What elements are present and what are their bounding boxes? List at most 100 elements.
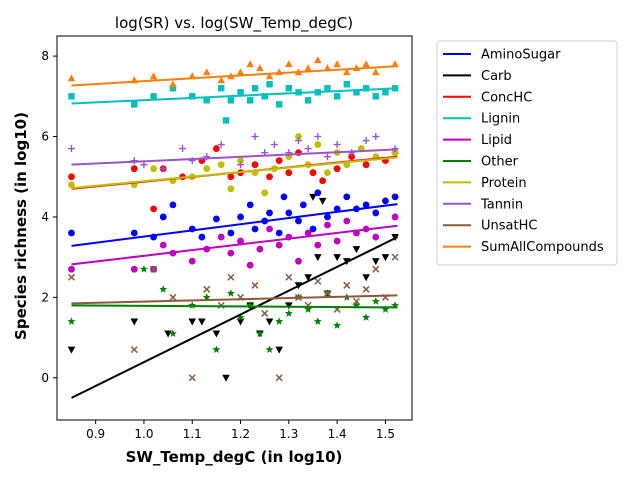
point-aminosugar-6: [198, 233, 206, 241]
point-aminosugar-25: [362, 201, 370, 209]
point-lignin-2: [150, 93, 157, 100]
point-other-13: [284, 309, 293, 317]
point-sumallcompounds-19: [342, 68, 351, 76]
fit-line-unsathc: [71, 294, 398, 305]
fit-line-tannin: [71, 148, 398, 166]
point-protein-13: [295, 133, 302, 140]
point-aminosugar-11: [251, 225, 259, 233]
point-unsathc-4: [188, 374, 196, 382]
point-carb-25: [318, 197, 327, 205]
point-aminosugar-1: [130, 229, 138, 237]
x-tick-label-0: 0.9: [86, 427, 105, 441]
point-protein-16: [324, 169, 331, 177]
point-carb-17: [333, 254, 341, 262]
point-lignin-24: [382, 89, 389, 96]
point-other-2: [159, 285, 168, 293]
point-aminosugar-9: [237, 213, 244, 221]
point-unsathc-15: [314, 277, 322, 285]
x-axis-label: SW_Temp_degC (in log10): [126, 448, 343, 466]
y-tick-label-2: 4: [41, 210, 49, 224]
point-lignin-1: [131, 101, 138, 108]
point-other-24: [391, 301, 400, 309]
point-tannin-3: [159, 165, 167, 173]
point-aminosugar-28: [391, 193, 399, 201]
point-sumallcompounds-22: [371, 68, 380, 76]
point-lignin-22: [362, 85, 370, 92]
point-aminosugar-16: [285, 209, 293, 217]
point-unsathc-16: [323, 289, 332, 297]
point-lignin-16: [304, 97, 312, 104]
point-carb-5: [212, 330, 221, 338]
point-aminosugar-7: [212, 215, 220, 223]
point-lipid-24: [391, 213, 399, 221]
point-other-7: [226, 289, 235, 297]
point-tannin-15: [314, 133, 322, 141]
point-lipid-19: [333, 237, 341, 245]
point-protein-15: [314, 141, 322, 148]
fit-line-lignin: [71, 87, 398, 105]
legend-label-protein: Protein: [481, 176, 527, 191]
point-aminosugar-0: [68, 229, 75, 237]
y-tick-label-1: 2: [41, 290, 49, 304]
legend-label-lignin: Lignin: [481, 112, 520, 127]
point-sumallcompounds-8: [236, 68, 245, 76]
y-tick-label-0: 0: [41, 371, 49, 385]
point-unsathc-18: [343, 281, 351, 289]
point-unsathc-21: [372, 265, 380, 273]
point-protein-0: [68, 181, 75, 189]
point-other-23: [381, 305, 390, 313]
point-unsathc-2: [150, 265, 158, 273]
point-protein-21: [391, 149, 399, 157]
point-lignin-5: [203, 97, 210, 104]
point-carb-11: [275, 346, 283, 354]
point-tannin-7: [217, 141, 225, 149]
point-conchc-1: [130, 165, 138, 173]
point-other-12: [275, 317, 284, 325]
point-protein-5: [203, 165, 211, 173]
fit-line-carb: [71, 236, 398, 399]
point-aminosugar-17: [295, 217, 302, 225]
legend-label-lipid: Lipid: [481, 133, 512, 148]
point-aminosugar-26: [372, 209, 380, 217]
point-sumallcompounds-15: [304, 64, 312, 72]
point-conchc-14: [309, 169, 317, 177]
point-lipid-15: [295, 257, 302, 265]
point-conchc-12: [285, 169, 293, 177]
point-lignin-23: [372, 93, 379, 100]
point-lipid-1: [130, 265, 138, 273]
point-lipid-18: [324, 221, 331, 229]
point-lignin-26: [222, 117, 230, 124]
point-lipid-20: [343, 217, 351, 225]
point-aminosugar-10: [246, 201, 254, 209]
point-other-15: [304, 305, 313, 313]
point-protein-7: [227, 185, 235, 193]
legend-label-other: Other: [481, 155, 519, 170]
axes-frame: [56, 35, 413, 421]
point-other-0: [67, 317, 76, 325]
legend-label-unsathc: UnsatHC: [481, 219, 537, 234]
point-conchc-7: [227, 173, 235, 181]
point-lignin-7: [227, 97, 235, 104]
point-carb-14: [304, 274, 312, 282]
point-sumallcompounds-3: [169, 80, 177, 88]
point-unsathc-20: [362, 285, 370, 293]
point-unsathc-0: [67, 273, 76, 281]
point-conchc-16: [333, 165, 341, 173]
legend-label-aminosugar: AminoSugar: [481, 48, 561, 63]
point-other-10: [255, 329, 264, 337]
point-other-1: [139, 265, 148, 273]
point-other-16: [313, 317, 322, 325]
fit-line-aminosugar: [71, 203, 398, 247]
point-aminosugar-4: [169, 201, 177, 209]
point-aminosugar-21: [324, 213, 331, 221]
point-lipid-8: [227, 249, 235, 257]
point-unsathc-3: [169, 293, 177, 301]
point-tannin-20: [372, 133, 380, 141]
axes: 0.9 1.0 1.1 1.2 1.3 1.4 1.5 0 2 4 6 8: [41, 35, 413, 441]
point-carb-19: [352, 246, 361, 254]
point-other-9: [246, 301, 255, 309]
fit-line-lipid: [71, 224, 398, 266]
x-tick-label-3: 1.2: [231, 427, 250, 441]
point-sumallcompounds-2: [149, 72, 158, 80]
point-lipid-23: [372, 233, 380, 241]
